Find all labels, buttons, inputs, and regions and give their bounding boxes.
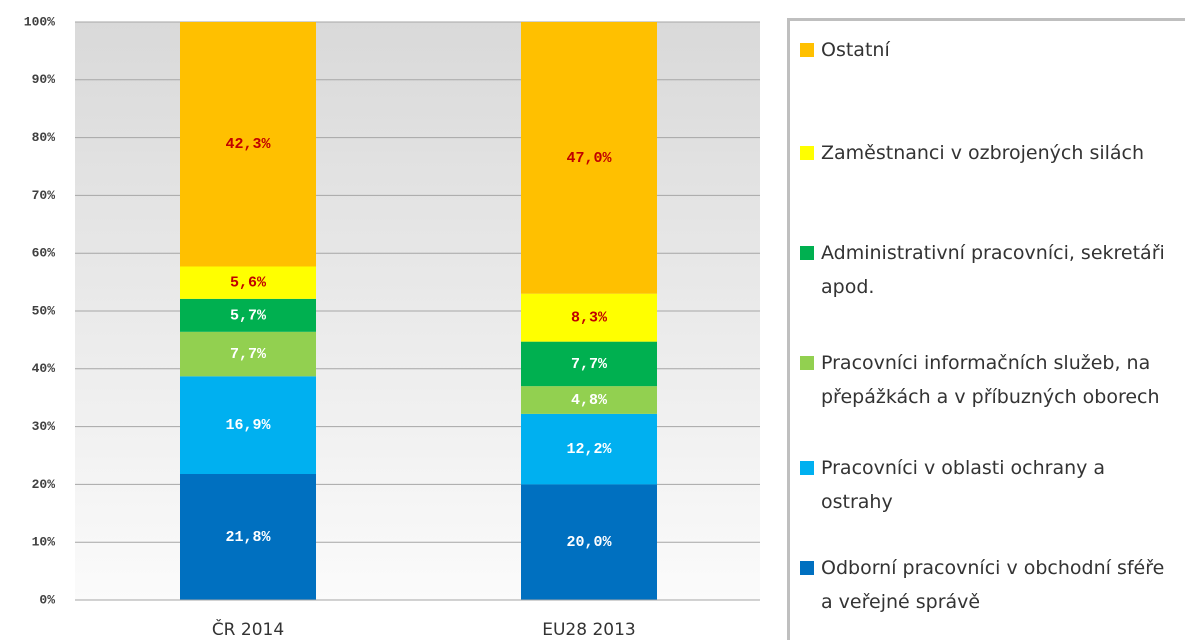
y-tick-label: 50% (32, 303, 56, 318)
value-label: 8,3% (571, 310, 608, 327)
legend-swatch (800, 146, 814, 160)
value-label: 12,2% (566, 441, 612, 458)
legend-label: Pracovníci informačních služeb, na přepá… (821, 352, 1160, 408)
x-tick-label: EU28 2013 (542, 620, 635, 640)
y-tick-label: 90% (32, 72, 56, 87)
value-label: 7,7% (230, 346, 267, 363)
bar-segment (180, 266, 316, 299)
legend-item: Pracovníci informačních služeb, na přepá… (800, 346, 1180, 414)
bar-segment (521, 293, 657, 342)
legend-item: Pracovníci v oblasti ochrany a ostrahy (800, 451, 1180, 519)
value-label: 4,8% (571, 392, 608, 409)
bar-segment (180, 298, 316, 332)
bar-segment (521, 413, 657, 485)
legend-swatch (800, 246, 814, 260)
legend-label: Ostatní (821, 39, 890, 61)
bar-segment (521, 341, 657, 387)
bar-segment (521, 386, 657, 414)
legend-swatch (800, 43, 814, 57)
y-tick-label: 70% (32, 188, 56, 203)
legend-swatch (800, 461, 814, 475)
y-tick-label: 60% (32, 246, 56, 261)
legend-item: Ostatní (800, 33, 1180, 67)
legend: Ostatní Zaměstnanci v ozbrojených silách A… (787, 18, 1185, 640)
legend-label: Zaměstnanci v ozbrojených silách (821, 142, 1145, 164)
bar-segment (521, 22, 657, 294)
y-tick-label: 10% (32, 535, 56, 550)
y-tick-label: 0% (39, 592, 55, 607)
value-label: 21,8% (225, 529, 271, 546)
bar-segment (180, 376, 316, 474)
chart: 0% 10% 20% 30% 40% 50% 60% 70% 80% 90% 100% 21,8% 16… (24, 14, 760, 640)
legend-label: Odborní pracovníci v obchodní sféře a ve… (821, 557, 1165, 613)
bar-segment (180, 22, 316, 267)
value-label: 7,7% (571, 356, 608, 373)
value-label: 5,7% (230, 307, 267, 324)
y-tick-label: 40% (32, 361, 56, 376)
y-tick-label: 30% (32, 419, 56, 434)
legend-item: Zaměstnanci v ozbrojených silách (800, 136, 1180, 170)
legend-swatch (800, 561, 814, 575)
value-label: 16,9% (225, 417, 271, 434)
bar-segment (521, 484, 657, 600)
y-tick-label: 100% (24, 14, 55, 29)
legend-swatch (800, 356, 814, 370)
bar-segment (180, 473, 316, 600)
value-label: 42,3% (225, 136, 271, 153)
value-label: 5,6% (230, 275, 267, 292)
x-tick-label: ČR 2014 (212, 618, 284, 640)
legend-item: Odborní pracovníci v obchodní sféře a ve… (800, 551, 1180, 619)
y-tick-label: 20% (32, 477, 56, 492)
legend-label: Pracovníci v oblasti ochrany a ostrahy (821, 457, 1106, 513)
bar-segment (180, 331, 316, 377)
value-label: 47,0% (566, 150, 612, 167)
legend-label: Administrativní pracovníci, sekretáři ap… (821, 242, 1165, 298)
legend-item: Administrativní pracovníci, sekretáři ap… (800, 236, 1180, 304)
y-tick-label: 80% (32, 130, 56, 145)
value-label: 20,0% (566, 534, 612, 551)
